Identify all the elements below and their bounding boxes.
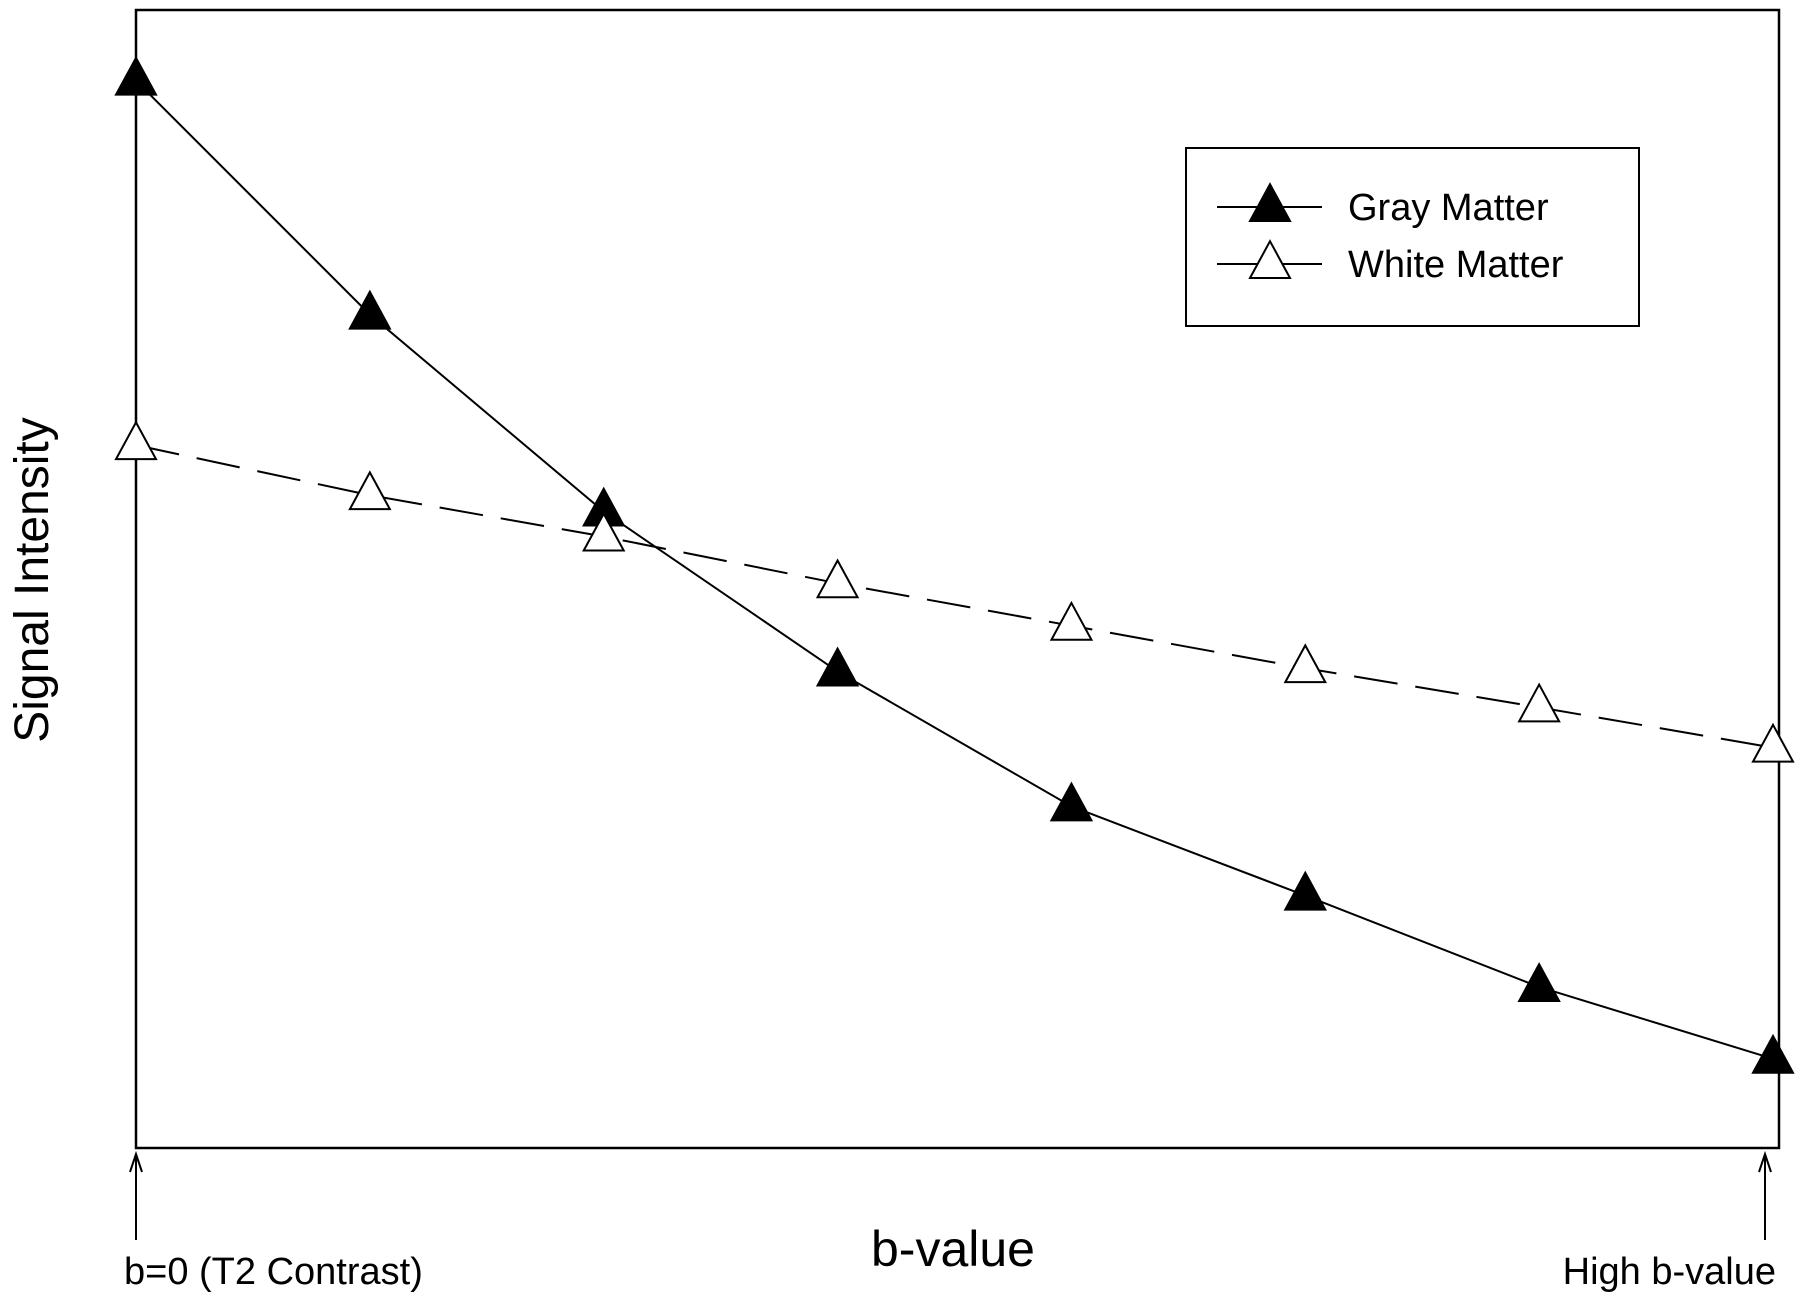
gray-matter-point [1517, 962, 1561, 1002]
legend-gray-matter-label: Gray Matter [1348, 187, 1549, 229]
gray-matter-point [1751, 1033, 1795, 1074]
x-tick-label-start: b=0 (T2 Contrast) [124, 1251, 423, 1293]
plot-frame [134, 8, 1781, 1150]
end-arrow-head [1758, 1150, 1772, 1173]
y-axis-label: Signal Intensity [6, 417, 59, 743]
gray-matter-point [815, 646, 860, 687]
legend-gray-matter-marker [1248, 182, 1292, 222]
gray-matter-point [114, 55, 158, 96]
white-matter-point [1283, 643, 1327, 684]
gray-matter-point [348, 289, 392, 330]
white-matter-point [114, 420, 158, 461]
white-matter-point [582, 511, 626, 552]
white-matter-point [348, 470, 392, 511]
legend-box [1185, 147, 1640, 327]
gray-matter-line [135, 79, 1774, 1060]
white-matter-line [135, 444, 1774, 749]
white-matter-point [1517, 682, 1561, 723]
gray-matter-point [1283, 870, 1327, 911]
legend-white-matter-marker [1248, 239, 1292, 279]
white-matter-point [815, 558, 860, 599]
white-matter-point [1751, 722, 1795, 763]
gray-matter-point [1049, 781, 1094, 822]
white-matter-point [1049, 600, 1094, 641]
start-arrow-head [129, 1150, 143, 1173]
x-tick-label-end: High b-value [1563, 1251, 1776, 1293]
legend-white-matter-label: White Matter [1348, 244, 1564, 286]
x-axis-label: b-value [871, 1221, 1035, 1277]
